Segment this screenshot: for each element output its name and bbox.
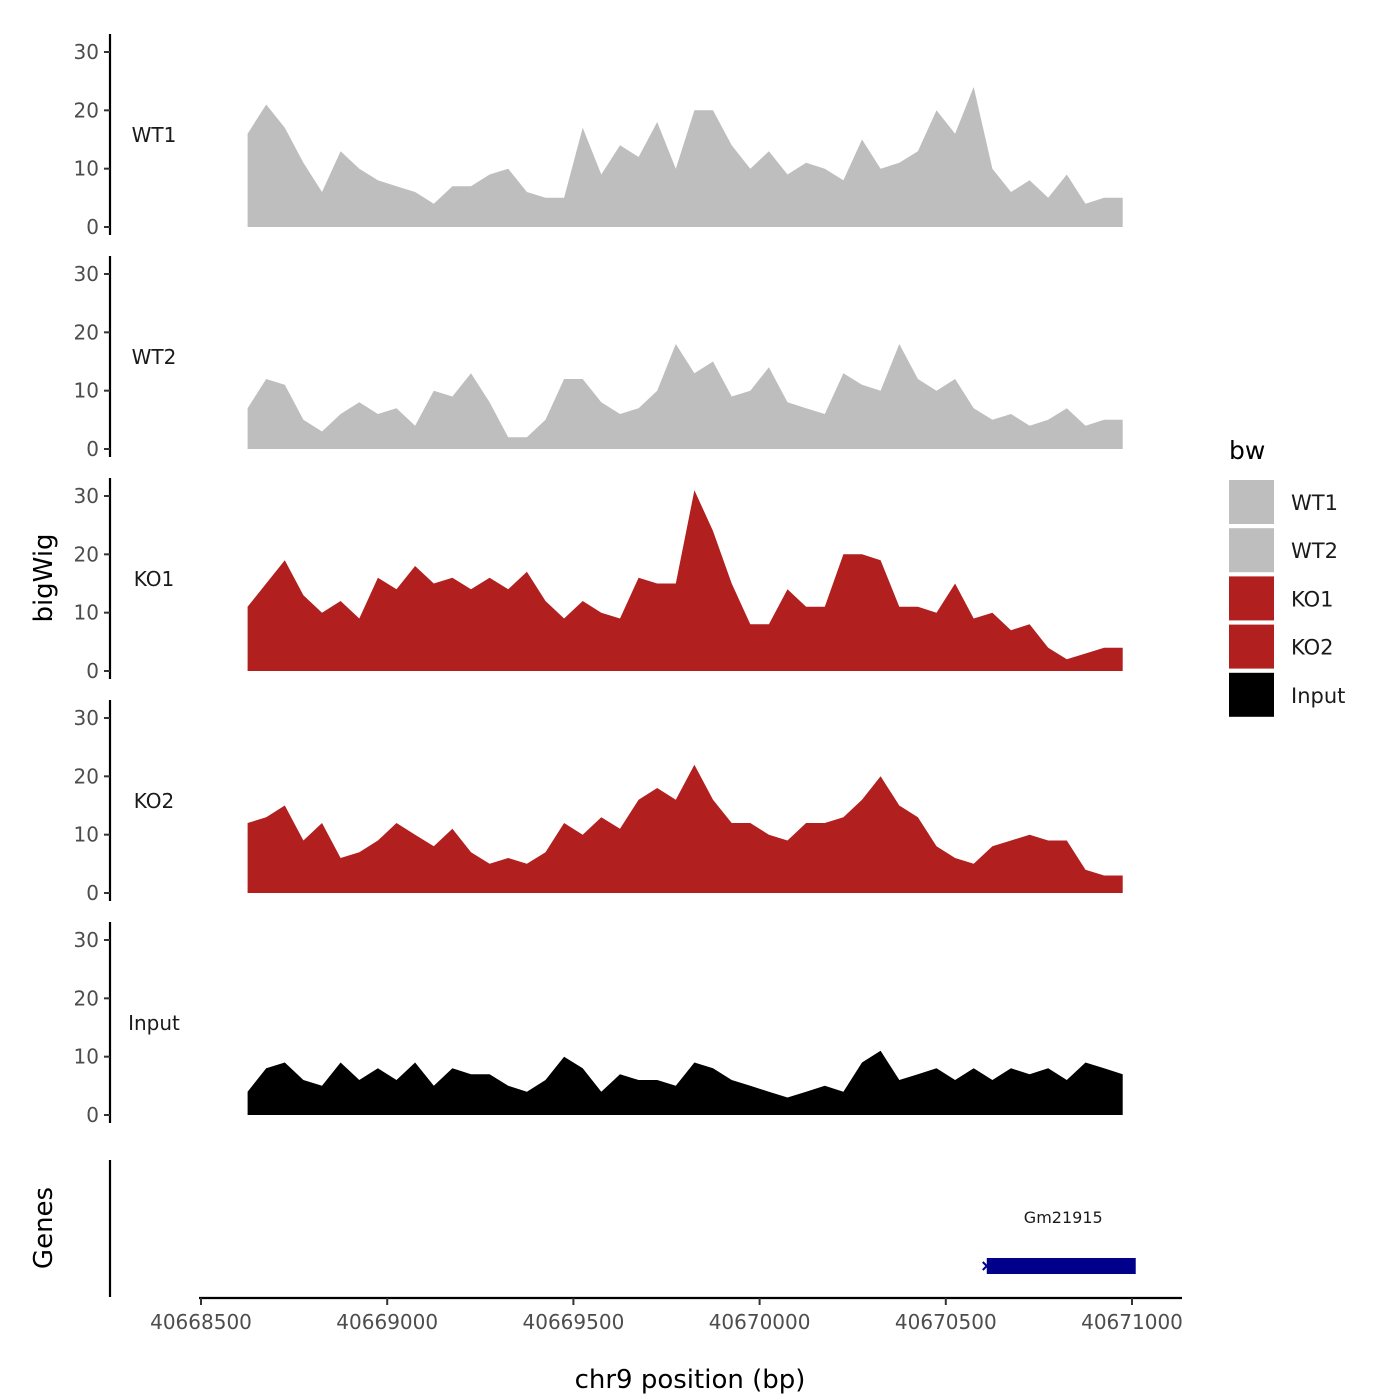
track-label-ko2: KO2 [134, 789, 175, 813]
y-tick-label-ko2-20: 20 [74, 764, 99, 788]
y-tick-label-wt1-20: 20 [74, 98, 99, 122]
genes-panel: Gm21915 [108, 1160, 1136, 1297]
legend-key-ko1 [1229, 576, 1274, 621]
track-label-input: Input [128, 1011, 180, 1035]
track-wt1: 0 10 20 30 WT1 [74, 34, 1123, 239]
area-wt1 [247, 87, 1123, 227]
legend-key-input [1229, 672, 1274, 717]
area-ko1 [247, 490, 1123, 671]
legend-key-wt1 [1229, 480, 1274, 524]
legend-label-wt1: WT1 [1291, 491, 1338, 515]
y-tick-label-ko1-20: 20 [74, 542, 99, 566]
y-tick-label-input-0: 0 [86, 1103, 99, 1127]
legend-key-ko2 [1229, 624, 1274, 669]
legend-label-ko1: KO1 [1291, 587, 1334, 611]
track-label-wt1: WT1 [132, 123, 177, 147]
x-axis-title: chr9 position (bp) [575, 1365, 806, 1395]
legend-title: bw [1229, 436, 1265, 465]
y-tick-label-ko1-0: 0 [86, 659, 99, 683]
y-tick-label-wt2-20: 20 [74, 320, 99, 344]
x-tick-label-40671000: 40671000 [1081, 1310, 1183, 1334]
x-tick-label-40670000: 40670000 [709, 1310, 811, 1334]
area-ko2 [247, 764, 1123, 893]
y-axis-title-genes: Genes [29, 1187, 59, 1269]
track-ko1: 0 10 20 30 KO1 [74, 478, 1123, 683]
x-axis: 40668500 40669000 40669500 40670000 40670500… [150, 1296, 1183, 1334]
y-axis-title-tracks: bigWig [29, 533, 59, 622]
y-tick-label-wt1-30: 30 [74, 40, 99, 64]
track-label-wt2: WT2 [132, 345, 177, 369]
y-tick-label-wt2-0: 0 [86, 437, 99, 461]
y-tick-label-wt1-0: 0 [86, 215, 99, 239]
legend-label-wt2: WT2 [1291, 539, 1338, 563]
x-tick-label-40669000: 40669000 [336, 1310, 438, 1334]
area-wt2 [247, 344, 1123, 449]
x-tick-label-40668500: 40668500 [150, 1310, 252, 1334]
track-wt2: 0 10 20 30 WT2 [74, 256, 1123, 461]
x-tick-label-40669500: 40669500 [523, 1310, 625, 1334]
y-tick-label-ko2-10: 10 [74, 823, 99, 847]
y-tick-label-input-30: 30 [74, 928, 99, 952]
gene-label-gm21915: Gm21915 [1024, 1208, 1103, 1227]
track-label-ko1: KO1 [134, 567, 175, 591]
y-tick-label-ko1-10: 10 [74, 601, 99, 625]
y-tick-label-wt2-30: 30 [74, 262, 99, 286]
y-tick-label-input-20: 20 [74, 986, 99, 1010]
area-input [247, 1050, 1123, 1115]
gene-strand-mark [982, 1261, 992, 1271]
y-tick-label-wt1-10: 10 [74, 157, 99, 181]
gene-gm21915 [986, 1258, 1136, 1274]
track-input: 0 10 20 30 Input [74, 922, 1123, 1127]
y-tick-label-ko2-30: 30 [74, 706, 99, 730]
track-ko2: 0 10 20 30 KO2 [74, 700, 1123, 905]
legend-label-input: Input [1291, 684, 1345, 708]
y-tick-label-ko1-30: 30 [74, 484, 99, 508]
y-tick-label-ko2-0: 0 [86, 881, 99, 905]
y-tick-label-wt2-10: 10 [74, 379, 99, 403]
legend-label-ko2: KO2 [1291, 636, 1334, 660]
y-tick-label-input-10: 10 [74, 1045, 99, 1069]
x-tick-label-40670500: 40670500 [895, 1310, 997, 1334]
legend: bw WT1 WT2 KO1 KO2 Input [1229, 436, 1345, 717]
tracks: 0 10 20 30 WT1 0 10 20 30 WT2 0 10 20 30 KO1 0 10 20 30 KO2… [74, 34, 1123, 1127]
legend-key-wt2 [1229, 528, 1274, 573]
